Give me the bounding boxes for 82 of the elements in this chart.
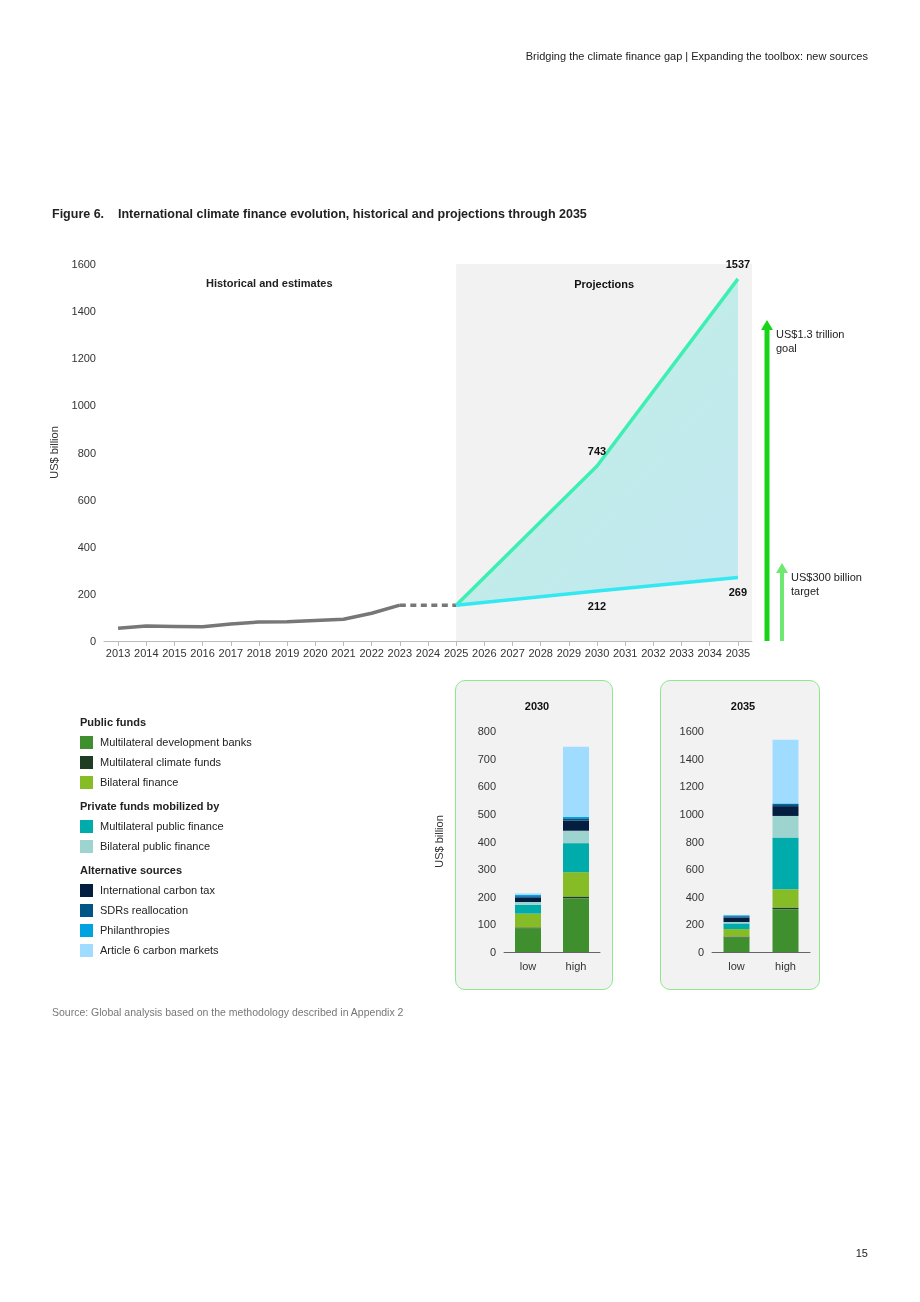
text: Private funds mobilized by bbox=[80, 800, 221, 812]
legend-label: Bilateral finance bbox=[100, 776, 179, 788]
x-tick-label: 2032 bbox=[641, 646, 666, 659]
x-tick-label: 2016 bbox=[190, 646, 215, 659]
data-label: 1537 bbox=[725, 258, 751, 271]
x-tick-label: 2023 bbox=[387, 646, 413, 659]
y-tick-label: 0 bbox=[489, 946, 496, 958]
legend-label: Multilateral public finance bbox=[100, 820, 224, 832]
y-tick-label: 1000 bbox=[71, 399, 96, 412]
x-tick-label: 2020 bbox=[303, 646, 328, 659]
x-tick-label: 2030 bbox=[584, 646, 610, 659]
x-tick-label: high bbox=[775, 959, 796, 972]
y-tick-label: 600 bbox=[685, 863, 704, 876]
legend-label: Philanthropies bbox=[100, 924, 170, 936]
annotation: Historical and estimates bbox=[206, 277, 333, 289]
y-tick-label: 500 bbox=[477, 807, 496, 820]
y-tick-label: 100 bbox=[477, 918, 496, 931]
y-tick-label: 400 bbox=[685, 890, 704, 903]
x-tick-label: 2026 bbox=[472, 646, 497, 659]
y-tick-label: 400 bbox=[477, 835, 496, 848]
y-tick-label: 1200 bbox=[679, 780, 704, 793]
y-axis-title: US$ billion bbox=[432, 815, 445, 868]
x-tick-label: 2035 bbox=[725, 646, 751, 659]
legend-label: Article 6 carbon markets bbox=[100, 944, 219, 956]
x-tick-label: 2021 bbox=[331, 646, 356, 659]
text: Alternative sources bbox=[80, 864, 184, 876]
data-label: 212 bbox=[587, 599, 607, 612]
y-tick-label: 1600 bbox=[679, 725, 704, 737]
chart-title: Figure 6. International climate finance evolution, historical and projections through 2035 bbox=[52, 207, 587, 221]
y-tick-label: 1000 bbox=[679, 807, 704, 820]
legend-label: Bilateral public finance bbox=[100, 840, 211, 852]
chart-title: 2030 bbox=[524, 699, 550, 712]
y-tick-label: 400 bbox=[77, 540, 96, 553]
legend-label: Multilateral development banks bbox=[100, 736, 252, 748]
x-tick-label: 2033 bbox=[669, 646, 694, 659]
legend-label: International carbon tax bbox=[100, 884, 215, 896]
y-tick-label: 1400 bbox=[71, 305, 96, 318]
x-tick-label: 2034 bbox=[697, 646, 722, 659]
x-tick-label: 2025 bbox=[443, 646, 469, 659]
y-tick-label: 0 bbox=[697, 946, 704, 958]
y-tick-label: 1400 bbox=[679, 752, 704, 765]
x-tick-label: high bbox=[565, 959, 587, 972]
y-tick-label: 200 bbox=[477, 890, 496, 903]
y-tick-label: 800 bbox=[685, 835, 704, 848]
x-tick-label: low bbox=[728, 959, 745, 972]
x-tick-label: 2015 bbox=[162, 646, 187, 659]
x-tick-label: 2019 bbox=[274, 646, 300, 659]
y-tick-label: 300 bbox=[477, 863, 496, 876]
legend-label: Multilateral climate funds bbox=[100, 756, 222, 768]
y-tick-label: 700 bbox=[477, 752, 496, 765]
x-tick-label: 2024 bbox=[415, 646, 441, 659]
data-label: 269 bbox=[728, 586, 748, 599]
chart-title: 2035 bbox=[730, 699, 756, 712]
text: Bridging the climate finance gap | Expanding the toolbox: new sources bbox=[525, 50, 868, 62]
y-tick-label: 600 bbox=[477, 780, 496, 793]
legend-label: SDRs reallocation bbox=[100, 904, 189, 916]
text: US$300 billion target bbox=[791, 570, 863, 598]
text: US$1.3 trillion goal bbox=[776, 327, 846, 355]
x-tick-label: 2017 bbox=[218, 646, 244, 659]
y-tick-label: 1200 bbox=[71, 352, 96, 365]
source-note: Source: Global analysis based on the methodology described in Appendix 2 bbox=[52, 1006, 404, 1018]
y-tick-label: 600 bbox=[77, 493, 96, 506]
x-tick-label: 2031 bbox=[612, 646, 638, 659]
x-tick-label: 2013 bbox=[105, 646, 131, 659]
text: Public funds bbox=[80, 716, 147, 728]
x-tick-label: low bbox=[519, 959, 537, 972]
y-tick-label: 0 bbox=[89, 635, 96, 647]
y-axis-title: US$ billion bbox=[47, 426, 60, 479]
x-tick-label: 2028 bbox=[528, 646, 553, 659]
y-tick-label: 200 bbox=[685, 918, 704, 931]
data-label: 743 bbox=[587, 445, 607, 458]
y-tick-label: 800 bbox=[477, 725, 496, 737]
x-tick-label: 2027 bbox=[500, 646, 525, 659]
text: 15 bbox=[855, 1247, 868, 1259]
x-tick-label: 2014 bbox=[134, 646, 159, 659]
band-label: Projections bbox=[574, 277, 635, 290]
x-tick-label: 2022 bbox=[359, 646, 384, 659]
y-tick-label: 1600 bbox=[71, 258, 96, 270]
y-tick-label: 800 bbox=[77, 446, 96, 459]
x-tick-label: 2018 bbox=[246, 646, 272, 659]
y-tick-label: 200 bbox=[77, 587, 96, 600]
x-tick-label: 2029 bbox=[556, 646, 582, 659]
